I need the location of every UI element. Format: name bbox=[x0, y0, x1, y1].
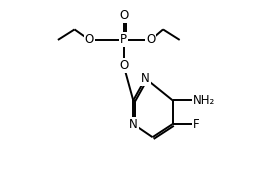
Text: N: N bbox=[129, 117, 138, 130]
Text: O: O bbox=[85, 33, 94, 46]
Text: F: F bbox=[193, 117, 200, 130]
Text: NH₂: NH₂ bbox=[193, 94, 215, 107]
Text: P: P bbox=[120, 33, 127, 46]
Text: O: O bbox=[119, 9, 128, 22]
Text: O: O bbox=[146, 33, 156, 46]
Text: N: N bbox=[141, 72, 150, 85]
Text: O: O bbox=[119, 59, 128, 72]
